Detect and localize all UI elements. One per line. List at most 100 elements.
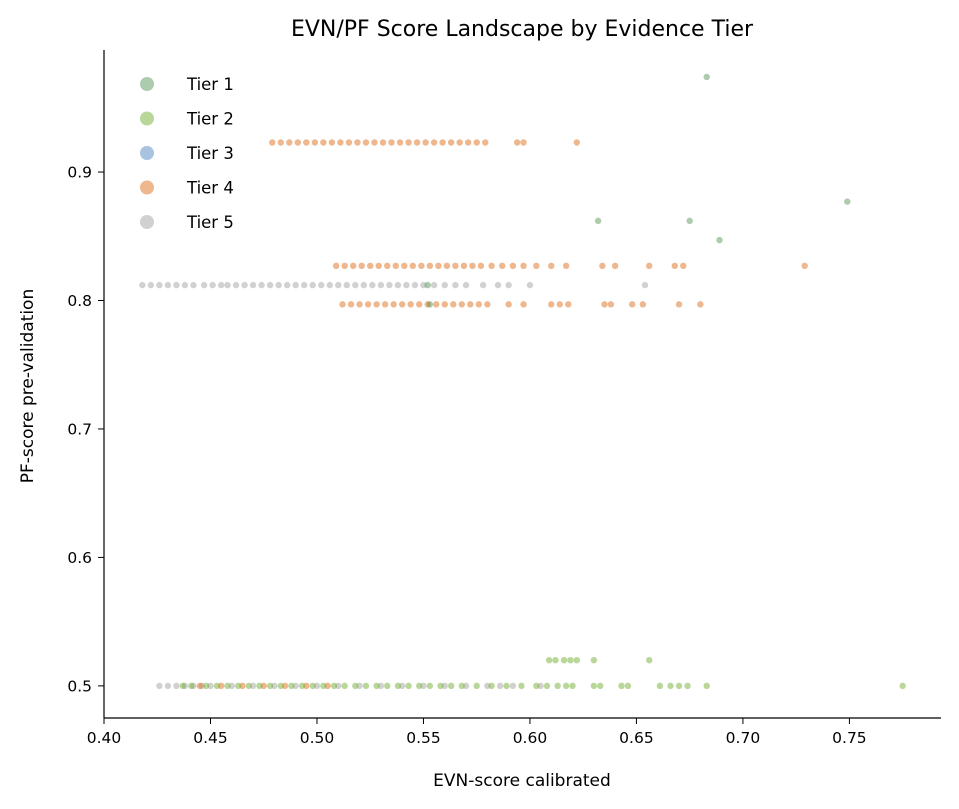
data-point — [271, 682, 278, 690]
data-point — [207, 682, 214, 690]
data-point — [424, 281, 431, 289]
ticks-layer: 0.40 0.45 0.50 0.55 0.60 0.65 0.70 0.75 0.5 0.6 0.… — [67, 164, 866, 747]
data-point — [413, 139, 421, 146]
data-point — [505, 281, 512, 289]
data-point — [356, 682, 363, 690]
data-point — [352, 682, 359, 690]
data-point — [292, 682, 299, 690]
data-point — [686, 217, 693, 225]
data-point — [398, 301, 406, 308]
data-point — [499, 262, 506, 270]
data-point — [426, 301, 434, 308]
data-point — [430, 281, 438, 289]
legend-marker — [140, 111, 154, 126]
data-point — [292, 281, 299, 289]
legend: Tier 1 Tier 2 Tier 3 Tier 4 Tier 5 — [140, 75, 234, 232]
data-point — [601, 301, 608, 308]
data-point — [447, 139, 455, 146]
series-tier-2 — [179, 656, 906, 690]
x-tick-label: 0.70 — [726, 729, 761, 747]
data-point — [656, 682, 664, 690]
data-point — [245, 682, 253, 690]
series-tier-5 — [139, 281, 649, 690]
data-point — [164, 682, 172, 690]
data-point — [562, 262, 570, 270]
data-point — [256, 682, 263, 690]
data-point — [139, 281, 146, 289]
data-point — [311, 139, 319, 146]
data-point — [439, 139, 446, 146]
data-point — [671, 262, 678, 270]
data-point — [469, 262, 476, 270]
data-point — [697, 301, 704, 308]
data-point — [548, 262, 555, 270]
legend-label: Tier 5 — [186, 213, 234, 232]
data-point — [462, 682, 470, 690]
data-point — [173, 281, 180, 289]
x-tick-label: 0.65 — [619, 729, 654, 747]
data-point — [646, 656, 653, 664]
data-point — [386, 281, 393, 289]
data-point — [266, 682, 274, 690]
legend-label: Tier 1 — [186, 75, 234, 94]
data-point — [384, 262, 391, 270]
data-point — [443, 262, 451, 270]
data-point — [518, 682, 525, 690]
data-point — [335, 281, 342, 289]
data-point — [362, 682, 370, 690]
data-point — [384, 682, 391, 690]
data-point — [548, 301, 555, 308]
data-point — [447, 682, 455, 690]
data-point — [556, 301, 563, 308]
data-point — [496, 682, 504, 690]
data-point — [420, 682, 427, 690]
data-point — [460, 262, 468, 270]
data-point — [228, 682, 235, 690]
data-point — [303, 682, 310, 690]
data-point — [430, 139, 438, 146]
data-point — [324, 682, 331, 690]
data-point — [416, 682, 423, 690]
data-point — [526, 281, 534, 289]
data-point — [381, 301, 389, 308]
data-point — [424, 301, 431, 308]
data-point — [181, 682, 189, 690]
data-point — [388, 139, 395, 146]
y-tick-label: 0.5 — [67, 677, 92, 695]
data-point — [520, 301, 527, 308]
data-point — [573, 139, 581, 146]
data-point — [488, 682, 495, 690]
data-point — [628, 301, 636, 308]
data-point — [456, 139, 463, 146]
data-point — [513, 139, 521, 146]
data-point — [266, 281, 274, 289]
data-point — [196, 682, 204, 690]
data-point — [379, 139, 387, 146]
data-point — [224, 682, 231, 690]
data-point — [345, 139, 353, 146]
data-point — [473, 139, 480, 146]
data-point — [303, 139, 310, 146]
data-point — [467, 301, 474, 308]
data-point — [217, 682, 225, 690]
data-point — [156, 682, 163, 690]
data-point — [675, 682, 683, 690]
legend-marker — [140, 180, 154, 195]
data-point — [441, 301, 448, 308]
data-point — [545, 656, 553, 664]
data-point — [352, 281, 359, 289]
data-point — [475, 301, 483, 308]
y-tick-label: 0.8 — [67, 292, 92, 310]
data-point — [209, 281, 216, 289]
data-point — [394, 682, 402, 690]
data-point — [203, 682, 210, 690]
data-point — [533, 262, 540, 270]
data-point — [347, 301, 355, 308]
data-point — [533, 682, 540, 690]
data-point — [473, 682, 480, 690]
data-point — [505, 301, 512, 308]
legend-label: Tier 4 — [186, 179, 234, 198]
data-point — [249, 682, 257, 690]
data-point — [394, 281, 402, 289]
